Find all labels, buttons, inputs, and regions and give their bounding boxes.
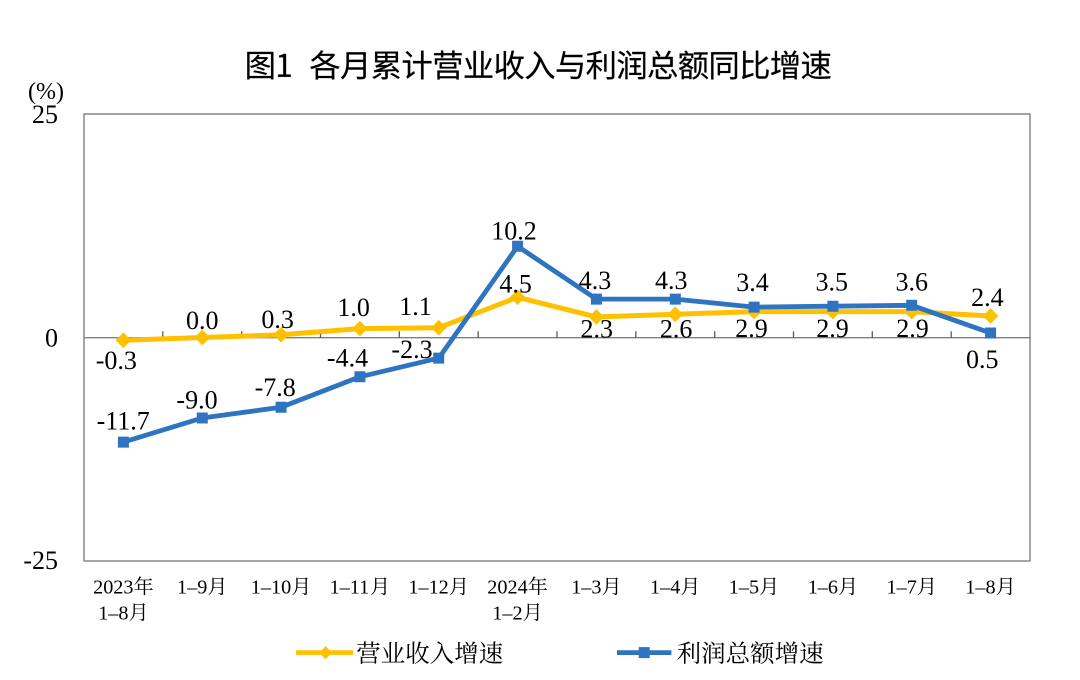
- svg-text:2.6: 2.6: [660, 314, 693, 343]
- svg-text:-9.0: -9.0: [176, 385, 217, 414]
- svg-text:1–7: 1–7: [887, 577, 917, 599]
- svg-text:1–2: 1–2: [492, 602, 522, 624]
- svg-text:4.5: 4.5: [499, 269, 532, 298]
- svg-text:1.0: 1.0: [337, 293, 370, 322]
- svg-text:1–6: 1–6: [808, 577, 838, 599]
- svg-text:1–3: 1–3: [571, 577, 601, 599]
- svg-text:3.6: 3.6: [895, 267, 928, 296]
- svg-text:2.9: 2.9: [816, 314, 849, 343]
- svg-text:0: 0: [45, 323, 58, 352]
- svg-text:(%): (%): [28, 79, 64, 105]
- svg-text:0.5: 0.5: [966, 345, 999, 374]
- svg-text:2.4: 2.4: [971, 283, 1004, 312]
- svg-text:1–8: 1–8: [98, 602, 128, 624]
- svg-text:-11.7: -11.7: [97, 406, 150, 435]
- svg-text:3.4: 3.4: [736, 268, 769, 297]
- svg-text:10.2: 10.2: [491, 216, 537, 245]
- svg-text:2.9: 2.9: [735, 314, 768, 343]
- svg-text:-2.3: -2.3: [391, 335, 432, 364]
- svg-text:1–12: 1–12: [408, 577, 448, 599]
- svg-text:25: 25: [32, 100, 58, 129]
- svg-text:1–4: 1–4: [650, 577, 680, 599]
- svg-text:4.3: 4.3: [579, 266, 612, 295]
- svg-text:2023: 2023: [93, 577, 133, 599]
- svg-text:4.3: 4.3: [655, 266, 688, 295]
- svg-text:1–10: 1–10: [251, 577, 291, 599]
- svg-text:-7.8: -7.8: [255, 373, 296, 402]
- svg-text:2.3: 2.3: [580, 314, 613, 343]
- svg-text:2.9: 2.9: [896, 314, 929, 343]
- svg-text:1.1: 1.1: [399, 292, 432, 321]
- svg-text:1–5: 1–5: [729, 577, 759, 599]
- svg-text:1–11: 1–11: [330, 577, 370, 599]
- svg-text:-4.4: -4.4: [327, 344, 368, 373]
- svg-text:-25: -25: [23, 546, 58, 575]
- svg-text:1–9: 1–9: [177, 577, 207, 599]
- svg-text:3.5: 3.5: [815, 267, 848, 296]
- svg-text:2024: 2024: [487, 577, 527, 599]
- svg-text:-0.3: -0.3: [96, 346, 137, 375]
- svg-text:0.3: 0.3: [261, 305, 294, 334]
- svg-text:0.0: 0.0: [186, 306, 219, 335]
- svg-text:1–8: 1–8: [965, 577, 995, 599]
